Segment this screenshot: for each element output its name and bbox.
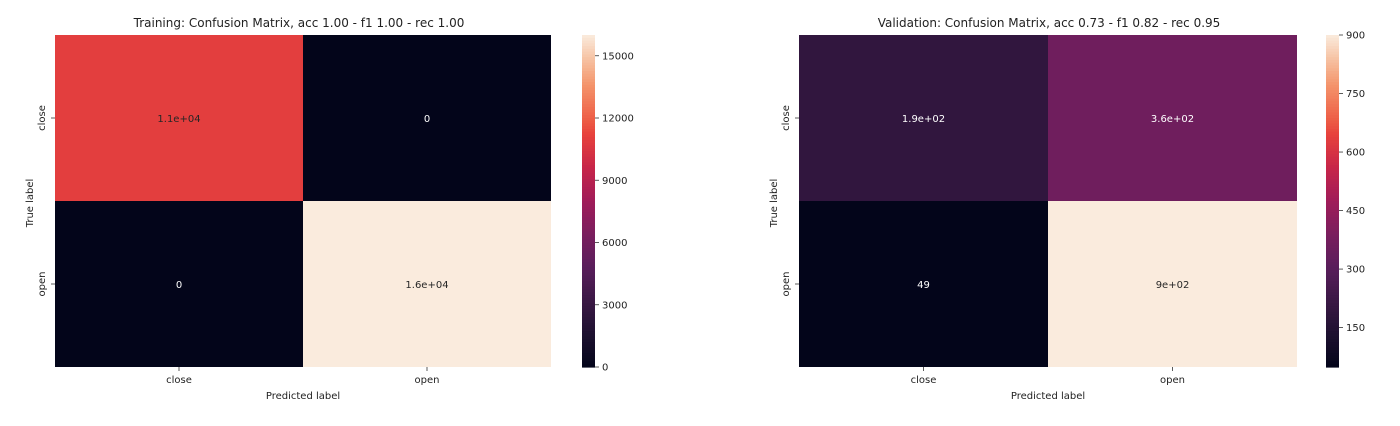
cell-annotation: 1.6e+04	[405, 280, 448, 291]
colorbar-tick-label: 600	[1346, 148, 1365, 159]
y-tick-label: close	[37, 105, 48, 131]
cell-annotation: 1.9e+02	[902, 114, 945, 125]
colorbar-tick-label: 0	[602, 363, 608, 374]
x-tick-label: open	[415, 375, 440, 386]
cell-annotation: 49	[917, 280, 930, 291]
y-tick-label: open	[781, 272, 792, 297]
x-tick-label: close	[166, 375, 192, 386]
x-axis-label: Predicted label	[1011, 391, 1085, 402]
x-axis-ticks: close open	[166, 367, 439, 386]
x-axis-label: Predicted label	[266, 391, 340, 402]
cell-annotation: 0	[176, 280, 182, 291]
colorbar-tick-label: 12000	[602, 114, 634, 125]
y-axis-label: True label	[25, 179, 36, 229]
validation-confusion-matrix: Validation: Confusion Matrix, acc 0.73 -…	[769, 16, 1365, 402]
cell-annotation: 1.1e+04	[157, 114, 200, 125]
chart-title: Training: Confusion Matrix, acc 1.00 - f…	[133, 16, 465, 30]
heatmap-cells	[55, 35, 551, 367]
chart-title: Validation: Confusion Matrix, acc 0.73 -…	[878, 16, 1221, 30]
y-tick-label: close	[781, 105, 792, 131]
colorbar-tick-label: 300	[1346, 265, 1365, 276]
colorbar: 0 3000 6000 9000 12000 15000	[582, 35, 634, 374]
colorbar-tick-label: 6000	[602, 238, 627, 249]
colorbar-tick-label: 750	[1346, 89, 1365, 100]
y-axis-ticks: close open	[37, 105, 55, 296]
cell-annotation: 0	[424, 114, 430, 125]
x-tick-label: close	[911, 375, 937, 386]
colorbar-segment	[582, 364, 595, 367]
x-axis-ticks: close open	[911, 367, 1185, 386]
cell-annotation: 3.6e+02	[1151, 114, 1194, 125]
x-tick-label: open	[1160, 375, 1185, 386]
colorbar: 150 300 450 600 750 900	[1326, 31, 1365, 368]
y-axis-ticks: close open	[781, 105, 799, 296]
colorbar-tick-label: 450	[1346, 206, 1365, 217]
colorbar-tick-label: 150	[1346, 323, 1365, 334]
heatmap-cells	[799, 35, 1297, 367]
training-confusion-matrix: Training: Confusion Matrix, acc 1.00 - f…	[25, 16, 634, 402]
colorbar-tick-label: 900	[1346, 31, 1365, 42]
colorbar-segment	[1326, 364, 1339, 367]
colorbar-tick-label: 3000	[602, 300, 627, 311]
colorbar-tick-label: 15000	[602, 51, 634, 62]
y-tick-label: open	[37, 272, 48, 297]
cell-annotation: 9e+02	[1156, 280, 1190, 291]
y-axis-label: True label	[769, 179, 780, 229]
colorbar-tick-label: 9000	[602, 176, 627, 187]
